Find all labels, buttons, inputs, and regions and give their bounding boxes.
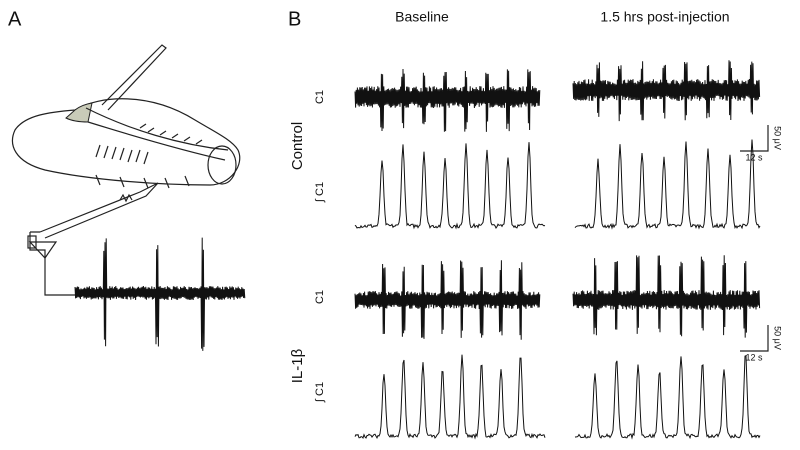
integrated-trace — [574, 354, 761, 440]
scale-bar — [740, 125, 769, 152]
trace-label: C1 — [314, 290, 326, 304]
scale-time: 12 s — [745, 152, 763, 162]
row-label: IL-1β — [289, 348, 306, 383]
panel-label: B — [288, 8, 301, 30]
integrated-trace — [354, 142, 546, 230]
raw-trace — [572, 60, 761, 122]
scale-bar — [740, 325, 769, 352]
raw-trace — [74, 237, 246, 351]
trace-label: ∫ C1 — [314, 382, 326, 403]
row-label: Control — [289, 122, 306, 170]
panel-label: A — [8, 8, 22, 30]
raw-trace — [354, 260, 541, 340]
column-header: Baseline — [395, 9, 449, 25]
column-header: 1.5 hrs post-injection — [600, 9, 729, 25]
raw-trace — [572, 255, 761, 338]
trace-label: ∫ C1 — [314, 182, 326, 203]
scale-amplitude: 50 μV — [773, 326, 783, 350]
scale-time: 12 s — [745, 352, 763, 362]
integrated-trace — [354, 354, 546, 440]
preparation-drawing — [11, 44, 241, 296]
raw-trace — [354, 68, 541, 132]
scale-amplitude: 50 μV — [773, 126, 783, 150]
integrated-trace — [574, 139, 761, 230]
trace-label: C1 — [314, 90, 326, 104]
